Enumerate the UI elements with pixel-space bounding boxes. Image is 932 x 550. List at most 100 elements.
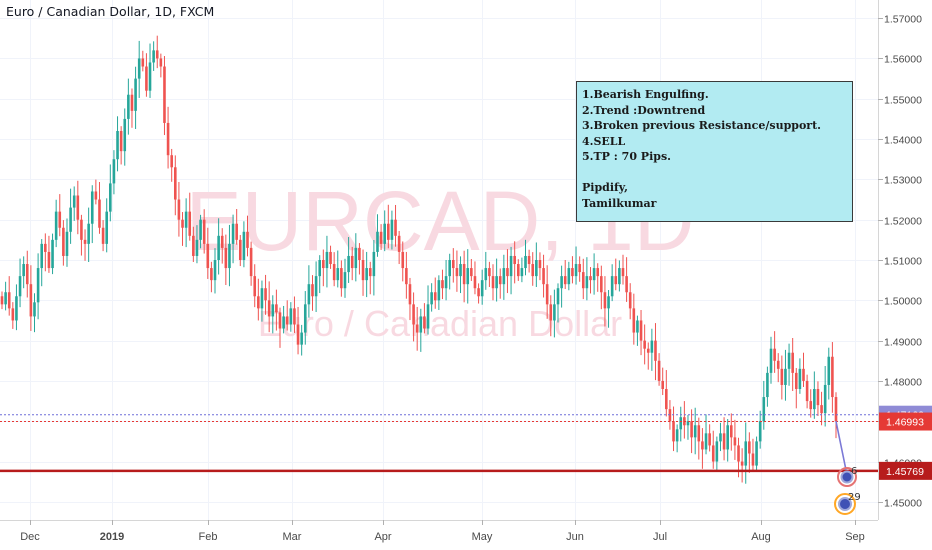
candle-down bbox=[293, 308, 296, 325]
candle-down bbox=[776, 360, 780, 369]
target-marker-1-inner bbox=[840, 470, 854, 484]
candle-up bbox=[419, 316, 423, 333]
candle-up bbox=[823, 384, 827, 414]
y-tick-label: 1.54000 bbox=[884, 135, 922, 147]
candle-up bbox=[18, 276, 22, 297]
candle-down bbox=[253, 276, 257, 297]
candle-down bbox=[177, 199, 181, 220]
candle-down bbox=[170, 155, 173, 168]
candle-down bbox=[513, 255, 516, 265]
candle-up bbox=[372, 251, 376, 277]
candle-down bbox=[285, 316, 289, 325]
candle-up bbox=[686, 421, 690, 426]
candle-up bbox=[553, 304, 556, 321]
candle-up bbox=[199, 219, 202, 240]
candle-down bbox=[491, 276, 495, 289]
y-tick-label: 1.45000 bbox=[884, 498, 922, 510]
candle-up bbox=[719, 433, 722, 442]
candle-up bbox=[610, 276, 614, 297]
marker-label-1: 6 bbox=[851, 466, 857, 477]
candle-up bbox=[744, 441, 748, 466]
candle-down bbox=[805, 380, 809, 402]
candle-down bbox=[498, 276, 502, 285]
candle-up bbox=[195, 239, 199, 256]
candle-up bbox=[318, 260, 322, 277]
candle-down bbox=[791, 352, 794, 373]
candle-up bbox=[51, 239, 54, 269]
candle-down bbox=[628, 292, 632, 309]
candle-down bbox=[0, 296, 4, 305]
candle-down bbox=[654, 340, 657, 361]
candle-down bbox=[441, 280, 444, 289]
candle-down bbox=[701, 441, 704, 450]
x-tick-label: Jun bbox=[566, 531, 584, 543]
candle-down bbox=[80, 219, 83, 240]
candle-up bbox=[726, 425, 729, 450]
candle-down bbox=[581, 272, 585, 289]
candle-up bbox=[715, 441, 719, 462]
candle-down bbox=[646, 348, 650, 353]
candle-up bbox=[556, 288, 560, 305]
price-badge-label: 1.46993 bbox=[886, 417, 924, 429]
candle-up bbox=[524, 255, 527, 269]
candle-down bbox=[563, 276, 567, 285]
candle-down bbox=[722, 433, 726, 450]
candle-down bbox=[246, 231, 249, 248]
candle-down bbox=[202, 219, 206, 244]
candle-down bbox=[657, 360, 661, 381]
candle-down bbox=[697, 425, 701, 442]
candle-down bbox=[596, 268, 600, 277]
candle-up bbox=[758, 421, 762, 442]
target-marker-1[interactable] bbox=[837, 467, 857, 487]
note-line-2: 2.Trend :Downtrend bbox=[582, 103, 706, 117]
candle-up bbox=[36, 268, 40, 303]
note-line-5: 5.TP : 70 Pips. bbox=[582, 150, 671, 163]
candle-up bbox=[813, 388, 816, 410]
candle-up bbox=[459, 264, 462, 277]
candle-down bbox=[163, 66, 166, 123]
candle-down bbox=[711, 445, 715, 462]
candle-up bbox=[787, 352, 791, 369]
candle-up bbox=[231, 223, 235, 244]
candle-down bbox=[816, 388, 820, 406]
candle-up bbox=[585, 276, 589, 289]
candle-down bbox=[101, 227, 105, 244]
candle-up bbox=[127, 94, 130, 119]
x-tick-label: Jul bbox=[653, 531, 667, 543]
candle-down bbox=[181, 219, 184, 228]
candle-down bbox=[145, 66, 148, 91]
candle-down bbox=[462, 264, 466, 285]
candle-up bbox=[448, 260, 451, 277]
candle-up bbox=[343, 272, 347, 289]
trade-note[interactable]: 1.Bearish Engulfing. 2.Trend :Downtrend … bbox=[576, 81, 853, 222]
candle-down bbox=[44, 243, 47, 252]
candle-up bbox=[798, 368, 802, 389]
candle-down bbox=[423, 316, 426, 329]
candle-down bbox=[188, 211, 192, 236]
marker-label-2: 29 bbox=[848, 492, 861, 503]
candle-down bbox=[238, 239, 242, 260]
candle-down bbox=[76, 195, 80, 220]
candle-up bbox=[430, 292, 433, 305]
candle-down bbox=[405, 268, 408, 285]
candle-up bbox=[134, 78, 137, 111]
candle-up bbox=[325, 251, 329, 269]
candle-up bbox=[390, 219, 394, 240]
chart-title: Euro / Canadian Dollar, 1D, FXCM bbox=[6, 4, 215, 19]
candle-down bbox=[166, 122, 170, 156]
candle-up bbox=[112, 159, 116, 184]
candle-down bbox=[794, 372, 798, 389]
candle-up bbox=[40, 243, 44, 269]
candle-down bbox=[220, 235, 224, 248]
candle-up bbox=[148, 62, 152, 91]
candle-up bbox=[213, 260, 217, 281]
candle-up bbox=[347, 255, 350, 273]
candle-up bbox=[116, 131, 119, 160]
candle-up bbox=[574, 264, 578, 277]
target-marker-2[interactable] bbox=[834, 493, 856, 515]
candle-down bbox=[394, 219, 397, 236]
candle-down bbox=[455, 268, 459, 277]
candle-up bbox=[314, 276, 318, 297]
candle-down bbox=[379, 231, 383, 244]
